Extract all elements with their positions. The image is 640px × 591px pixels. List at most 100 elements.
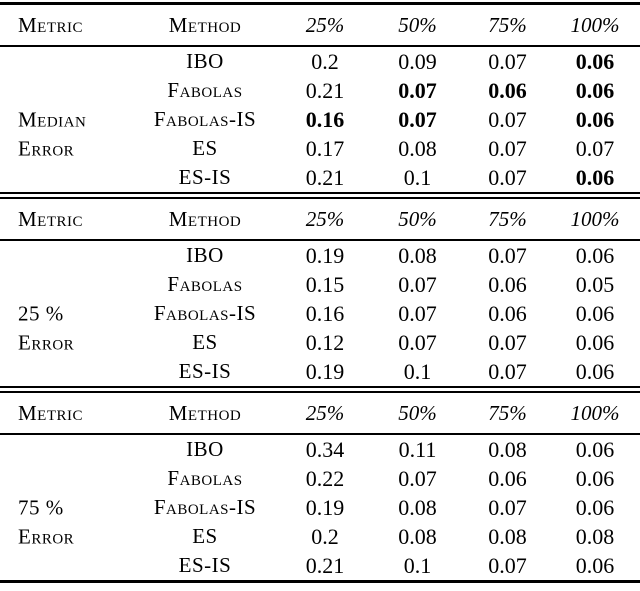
value-cell: 0.06 — [575, 553, 615, 578]
column-header-25pct: 25% — [305, 206, 345, 231]
value-cell: 0.07 — [398, 301, 437, 326]
value-cell: 0.07 — [488, 49, 527, 74]
section-25pct-error: Metric Method 25% 50% 75% 100% 25 % Erro… — [0, 199, 640, 386]
value-cell: 0.2 — [311, 49, 339, 74]
value-cell: 0.21 — [305, 78, 345, 103]
column-header-100pct: 100% — [570, 12, 620, 37]
method-name: Fabolas — [167, 78, 243, 102]
value-cell: 0.07 — [398, 330, 437, 355]
column-header-75pct: 75% — [488, 12, 527, 37]
value-cell: 0.22 — [305, 466, 345, 491]
method-name: IBO — [186, 437, 224, 461]
value-cell: 0.06 — [575, 330, 615, 355]
metric-label-line: Error — [18, 136, 75, 160]
method-name: ES-IS — [178, 165, 232, 189]
value-cell: 0.08 — [398, 495, 437, 520]
header-separator-rule — [0, 433, 640, 435]
value-cell: 0.17 — [305, 136, 345, 161]
value-cell: 0.06 — [575, 437, 615, 462]
value-cell: 0.07 — [488, 495, 527, 520]
metric-label: 75 % Error — [0, 450, 130, 591]
section-75pct-error: Metric Method 25% 50% 75% 100% 75 % Erro… — [0, 393, 640, 580]
value-cell: 0.08 — [575, 524, 615, 549]
method-name: IBO — [186, 49, 224, 73]
method-name: ES — [192, 524, 218, 548]
method-name: ES-IS — [178, 553, 232, 577]
value-cell: 0.07 — [488, 136, 527, 161]
value-cell: 0.07 — [398, 272, 437, 297]
value-cell: 0.06 — [488, 78, 527, 103]
method-name: IBO — [186, 243, 224, 267]
value-cell: 0.08 — [488, 524, 527, 549]
section-separator-rule — [0, 192, 640, 199]
header-separator-rule — [0, 45, 640, 47]
table-header-row: Metric Method 25% 50% 75% 100% — [0, 393, 640, 433]
value-cell: 0.06 — [575, 107, 615, 132]
value-cell: 0.16 — [305, 107, 345, 132]
value-cell: 0.09 — [398, 49, 437, 74]
column-header-100pct: 100% — [570, 206, 620, 231]
value-cell: 0.19 — [305, 359, 345, 384]
metric-label: 25 % Error — [0, 256, 130, 401]
value-cell: 0.06 — [575, 243, 615, 268]
value-cell: 0.06 — [575, 301, 615, 326]
value-cell: 0.06 — [575, 165, 615, 190]
value-cell: 0.06 — [575, 78, 615, 103]
value-cell: 0.12 — [305, 330, 345, 355]
value-cell: 0.07 — [488, 553, 527, 578]
value-cell: 0.06 — [575, 466, 615, 491]
value-cell: 0.16 — [305, 301, 345, 326]
value-cell: 0.07 — [398, 107, 437, 132]
method-name: Fabolas — [167, 272, 243, 296]
value-cell: 0.07 — [398, 78, 437, 103]
table-top-rule — [0, 2, 640, 5]
value-cell: 0.07 — [488, 107, 527, 132]
column-header-method: Method — [168, 206, 242, 231]
table-header-row: Metric Method 25% 50% 75% 100% — [0, 5, 640, 45]
value-cell: 0.06 — [488, 466, 527, 491]
value-cell: 0.07 — [398, 466, 437, 491]
metric-label-line: Median — [18, 107, 87, 131]
column-header-25pct: 25% — [305, 12, 345, 37]
metric-label-line: 75 % — [18, 495, 64, 519]
section-median-error: Metric Method 25% 50% 75% 100% Median Er… — [0, 5, 640, 192]
value-cell: 0.1 — [403, 359, 432, 384]
value-cell: 0.34 — [305, 437, 345, 462]
value-cell: 0.08 — [398, 524, 437, 549]
method-name: Fabolas-IS — [153, 107, 257, 131]
table-body: 25 % Error IBO 0.19 0.08 0.07 0.06 Fabol… — [0, 241, 640, 386]
value-cell: 0.11 — [398, 437, 437, 462]
value-cell: 0.07 — [488, 243, 527, 268]
metric-label: Median Error — [0, 62, 130, 207]
column-header-25pct: 25% — [305, 400, 345, 425]
value-cell: 0.1 — [403, 165, 432, 190]
value-cell: 0.06 — [575, 49, 615, 74]
value-cell: 0.21 — [305, 165, 345, 190]
column-header-method: Method — [168, 12, 242, 37]
metric-label-line: 25 % — [18, 301, 64, 325]
method-name: Fabolas-IS — [153, 495, 257, 519]
method-name: Fabolas-IS — [153, 301, 257, 325]
table-body: Median Error IBO 0.2 0.09 0.07 0.06 Fabo… — [0, 47, 640, 192]
column-header-75pct: 75% — [488, 206, 527, 231]
value-cell: 0.08 — [488, 437, 527, 462]
value-cell: 0.1 — [403, 553, 432, 578]
method-name: Fabolas — [167, 466, 243, 490]
column-header-metric: Metric — [18, 12, 84, 37]
value-cell: 0.07 — [488, 359, 527, 384]
column-header-100pct: 100% — [570, 400, 620, 425]
column-header-50pct: 50% — [398, 12, 437, 37]
column-header-75pct: 75% — [488, 400, 527, 425]
value-cell: 0.06 — [575, 359, 615, 384]
column-header-50pct: 50% — [398, 400, 437, 425]
header-separator-rule — [0, 239, 640, 241]
table-bottom-rule — [0, 580, 640, 583]
column-header-50pct: 50% — [398, 206, 437, 231]
value-cell: 0.19 — [305, 243, 345, 268]
value-cell: 0.05 — [575, 272, 615, 297]
method-name: ES — [192, 330, 218, 354]
value-cell: 0.06 — [488, 272, 527, 297]
table-header-row: Metric Method 25% 50% 75% 100% — [0, 199, 640, 239]
value-cell: 0.07 — [488, 165, 527, 190]
